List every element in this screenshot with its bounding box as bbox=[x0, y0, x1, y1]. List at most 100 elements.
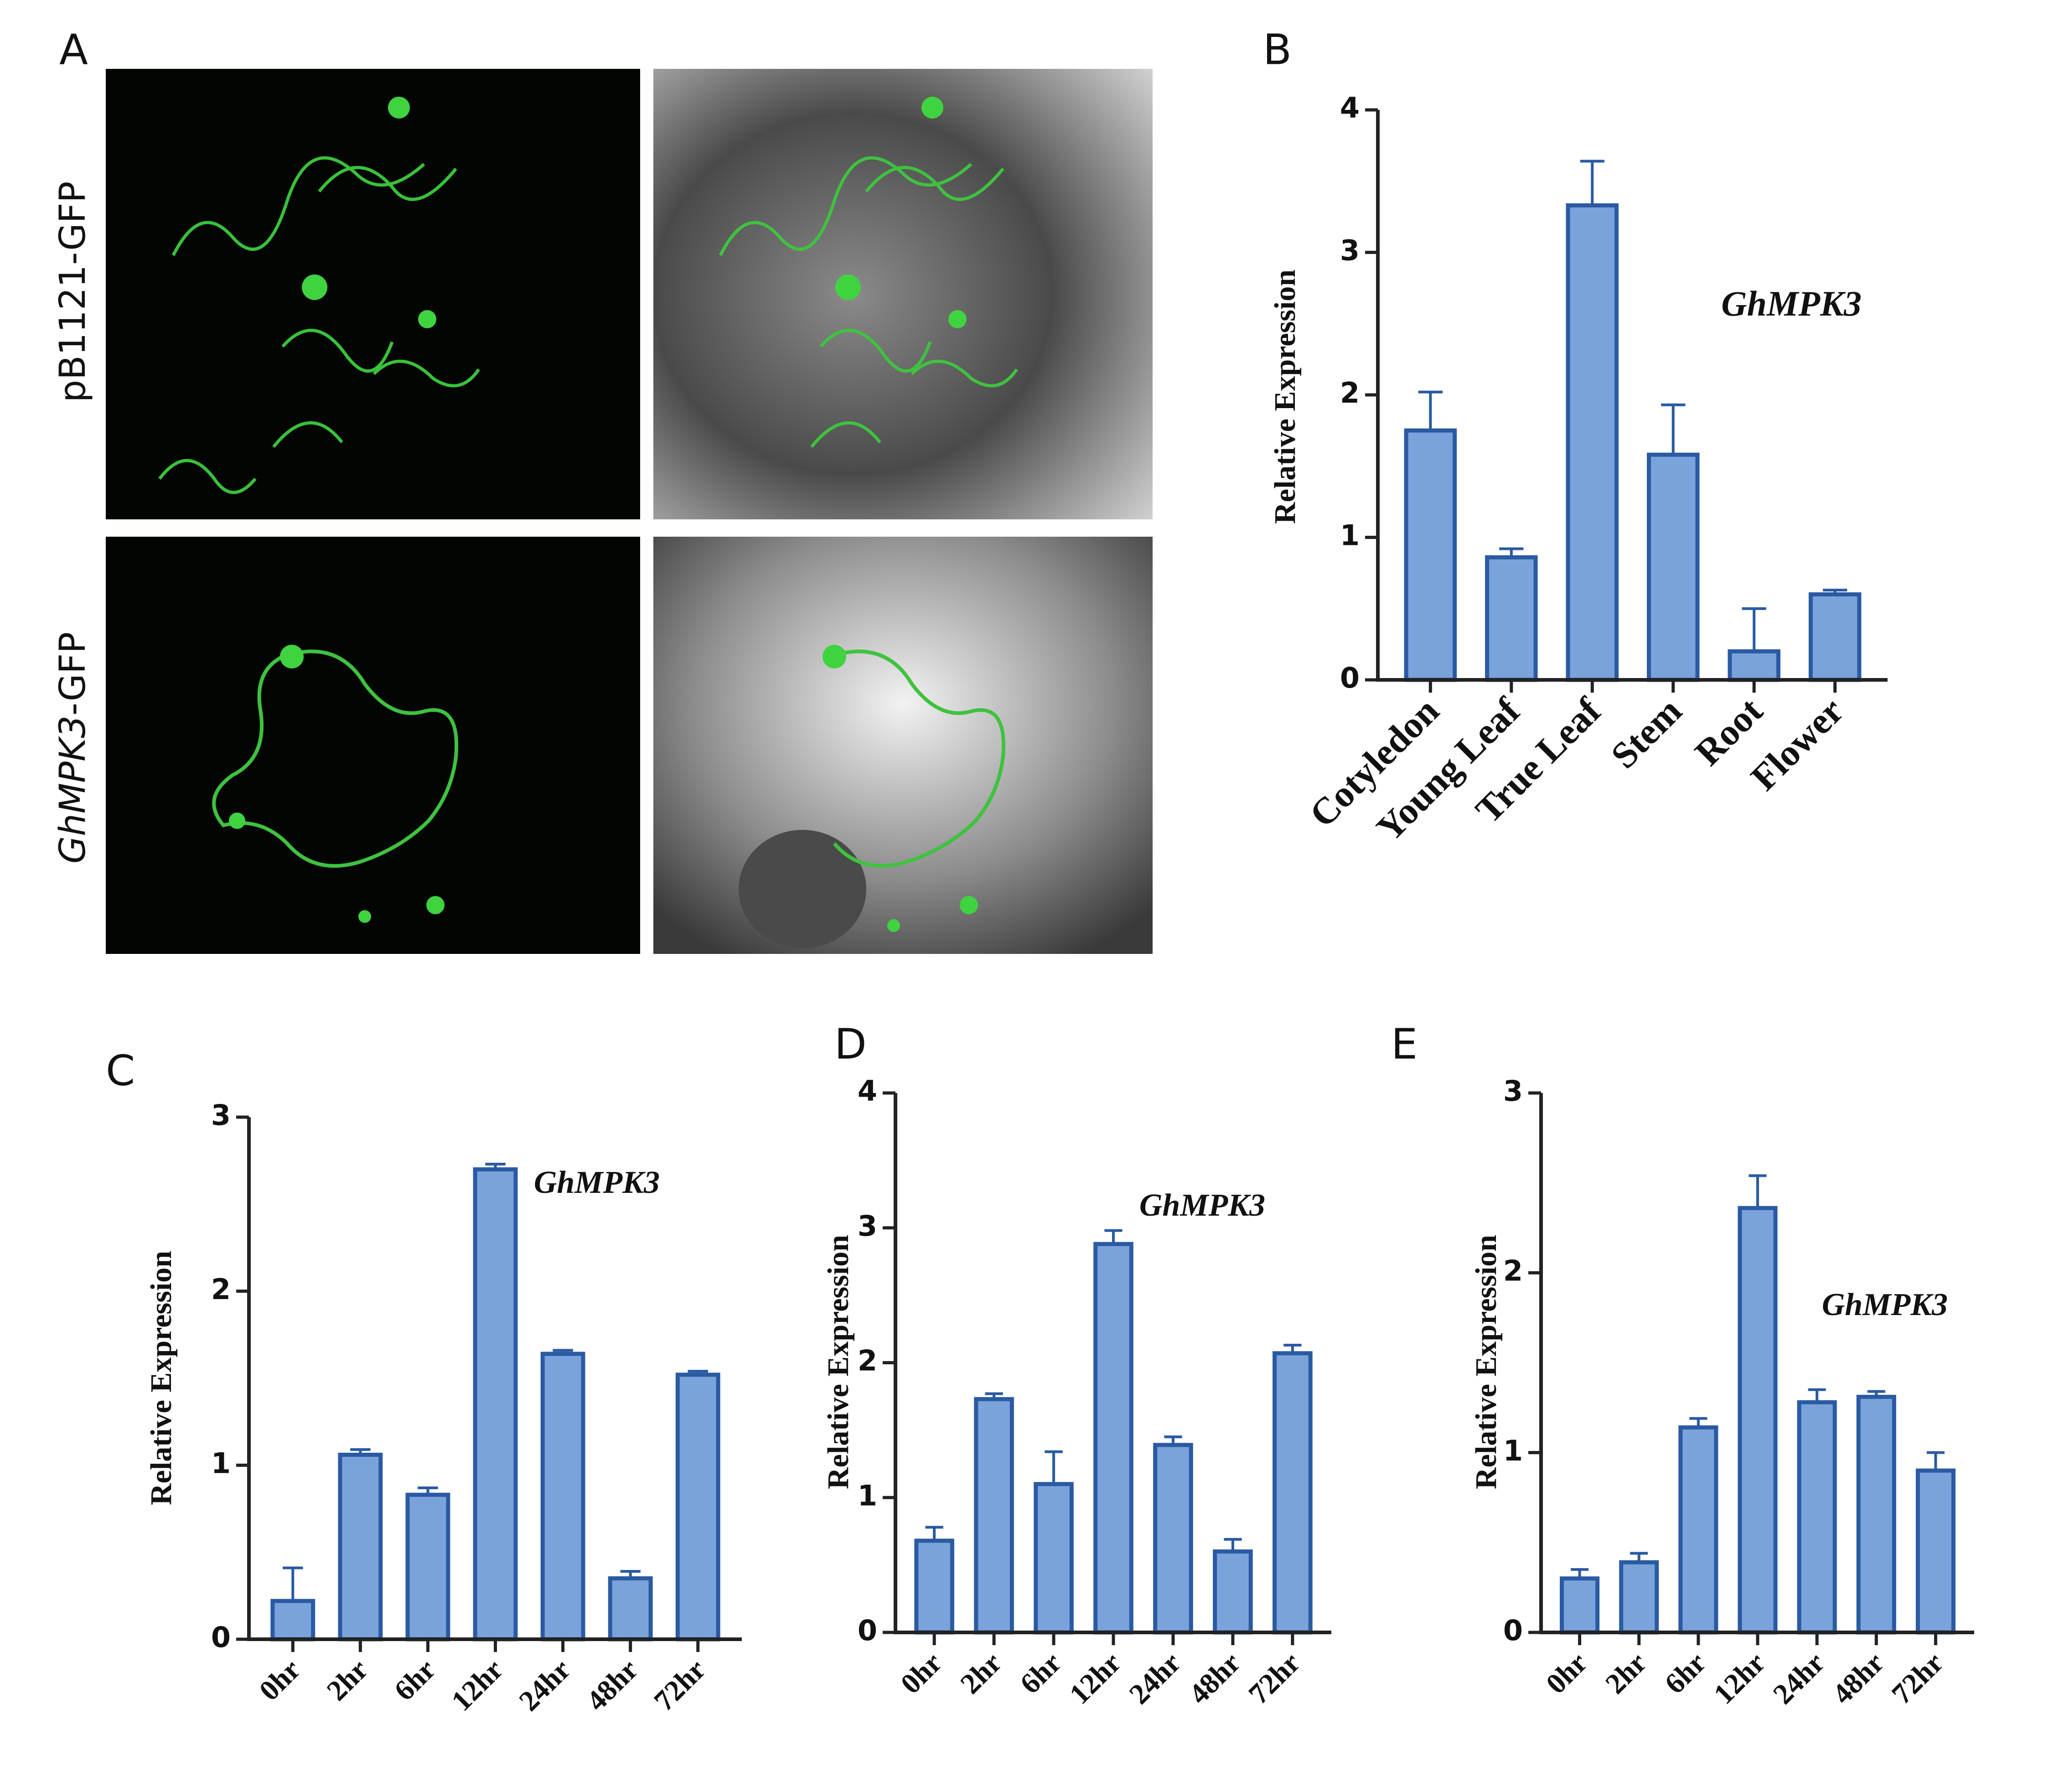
error-bar bbox=[1749, 1174, 1767, 1208]
error-bar bbox=[1104, 1229, 1123, 1244]
panel-label: D bbox=[834, 1020, 867, 1068]
x-tick-label: 72hr bbox=[647, 1653, 712, 1717]
bar bbox=[1213, 1549, 1253, 1635]
y-axis-label: Relative Expression bbox=[1469, 1235, 1503, 1489]
x-tick-label: 24hr bbox=[512, 1653, 577, 1717]
x-tick-label: 72hr bbox=[1885, 1646, 1950, 1710]
bar bbox=[608, 1576, 653, 1642]
y-axis-label: Relative Expression bbox=[145, 1251, 178, 1505]
panel-label: C bbox=[106, 1046, 135, 1095]
bar bbox=[1273, 1351, 1313, 1635]
bar bbox=[974, 1397, 1014, 1635]
panel-label: B bbox=[1263, 25, 1292, 74]
x-tick-label: 12hr bbox=[1063, 1646, 1128, 1710]
bar bbox=[1808, 592, 1862, 682]
bar bbox=[914, 1538, 954, 1635]
bar bbox=[338, 1452, 383, 1642]
x-tick-label: 0hr bbox=[253, 1653, 306, 1707]
bar bbox=[1485, 555, 1538, 682]
row-label: GhMPK3-GFP bbox=[52, 632, 93, 864]
y-tick-label: 2 bbox=[858, 1344, 877, 1378]
bar bbox=[1797, 1400, 1837, 1635]
x-tick-label: 6hr bbox=[1014, 1646, 1067, 1700]
x-tick-label: 0hr bbox=[894, 1646, 948, 1700]
bar bbox=[270, 1599, 316, 1642]
row-label-gene: GhMPK3 bbox=[52, 715, 93, 864]
x-tick-label: 24hr bbox=[1123, 1646, 1187, 1710]
x-tick-label: 48hr bbox=[1182, 1646, 1247, 1710]
x-tick-label: 6hr bbox=[388, 1653, 442, 1707]
x-tick-label: 2hr bbox=[954, 1646, 1008, 1700]
error-bar bbox=[925, 1526, 943, 1541]
annotation: GhMPK3 bbox=[1139, 1188, 1265, 1223]
bar bbox=[1646, 452, 1700, 682]
error-bar bbox=[1418, 390, 1443, 431]
y-tick-label: 4 bbox=[1340, 91, 1360, 124]
y-tick-label: 3 bbox=[858, 1209, 877, 1243]
x-tick-label: 2hr bbox=[321, 1653, 374, 1707]
y-tick-label: 0 bbox=[858, 1614, 877, 1647]
bar bbox=[1034, 1482, 1074, 1635]
x-tick-label: 0hr bbox=[1540, 1646, 1594, 1700]
error-bar bbox=[1580, 160, 1604, 206]
y-tick-label: 2 bbox=[1340, 376, 1360, 409]
bar bbox=[1093, 1242, 1133, 1635]
bar bbox=[1566, 203, 1619, 682]
y-tick-label: 0 bbox=[1340, 661, 1360, 694]
y-tick-label: 1 bbox=[1340, 519, 1360, 552]
bar bbox=[1738, 1206, 1778, 1635]
annotation: GhMPK3 bbox=[1721, 284, 1862, 323]
y-tick-label: 1 bbox=[1503, 1434, 1523, 1467]
x-tick-label: Flower bbox=[1743, 690, 1851, 798]
y-tick-label: 3 bbox=[211, 1098, 231, 1132]
row-label-text: pB1121-GFP bbox=[52, 181, 93, 403]
x-tick-label: 12hr bbox=[1707, 1646, 1772, 1710]
micrograph-gfp-top bbox=[106, 69, 640, 519]
error-bar bbox=[283, 1566, 303, 1601]
bar bbox=[540, 1352, 585, 1642]
y-tick-label: 0 bbox=[1503, 1614, 1523, 1647]
bar bbox=[405, 1492, 450, 1642]
x-tick-label: 72hr bbox=[1242, 1646, 1306, 1710]
x-tick-label: Stem bbox=[1603, 690, 1690, 777]
panel-label: E bbox=[1391, 1020, 1418, 1068]
row-label-text: -GFP bbox=[52, 632, 93, 715]
x-tick-label: 2hr bbox=[1599, 1646, 1653, 1700]
bar bbox=[1619, 1560, 1659, 1635]
error-bar bbox=[1661, 403, 1686, 455]
y-tick-label: 3 bbox=[1340, 234, 1360, 267]
row-label: pB1121-GFP bbox=[52, 181, 93, 403]
error-bar bbox=[1045, 1450, 1063, 1484]
y-tick-label: 1 bbox=[211, 1446, 231, 1480]
error-bar bbox=[1926, 1451, 1945, 1471]
x-tick-label: 6hr bbox=[1658, 1646, 1712, 1700]
y-tick-label: 2 bbox=[1503, 1254, 1523, 1287]
y-tick-label: 0 bbox=[211, 1621, 231, 1654]
micrograph-merge-top bbox=[653, 69, 1153, 519]
y-tick-label: 2 bbox=[211, 1273, 231, 1306]
x-tick-label: 48hr bbox=[1826, 1646, 1890, 1710]
annotation: GhMPK3 bbox=[534, 1165, 660, 1200]
bar bbox=[1856, 1394, 1896, 1635]
bar bbox=[1404, 428, 1457, 682]
bar bbox=[1728, 649, 1780, 682]
x-tick-label: 48hr bbox=[580, 1653, 644, 1717]
bar bbox=[675, 1372, 720, 1642]
y-axis-label: Relative Expression bbox=[822, 1235, 855, 1489]
micrograph-gfp-bottom bbox=[106, 537, 640, 954]
y-tick-label: 4 bbox=[858, 1074, 877, 1108]
annotation: GhMPK3 bbox=[1822, 1287, 1948, 1322]
bar bbox=[1915, 1468, 1956, 1635]
x-tick-label: 24hr bbox=[1767, 1646, 1831, 1710]
y-tick-label: 1 bbox=[858, 1479, 877, 1512]
bar bbox=[1560, 1576, 1600, 1635]
error-bar bbox=[1808, 1388, 1826, 1403]
error-bar bbox=[1742, 607, 1766, 652]
micrograph-merge-bottom bbox=[653, 537, 1153, 954]
bar bbox=[1153, 1443, 1193, 1635]
x-tick-label: 12hr bbox=[445, 1653, 509, 1717]
panel-label: A bbox=[59, 25, 88, 74]
y-axis-label: Relative Expression bbox=[1268, 269, 1302, 524]
